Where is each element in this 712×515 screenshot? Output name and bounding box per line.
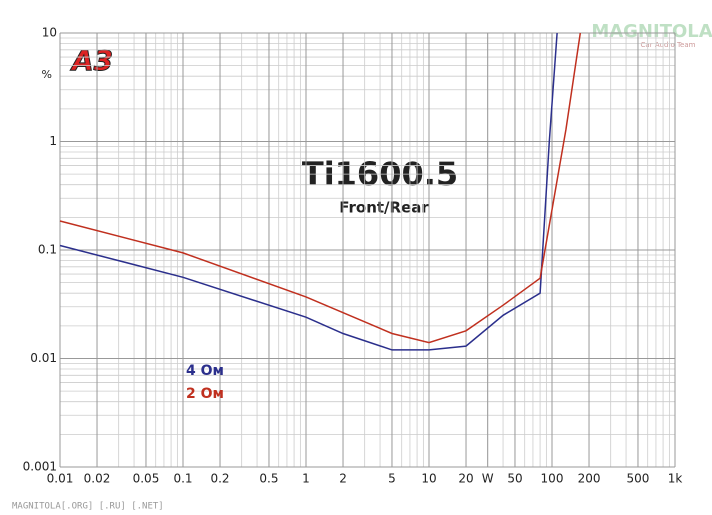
x-tick-label: 0.05 [133,472,160,486]
x-tick-label: 20 [458,472,473,486]
lines [59,32,582,351]
x-tick-label: 2 [339,472,347,486]
x-tick-label: 10 [421,472,436,486]
x-tick-label: 100 [541,472,564,486]
x-tick-label: 0.02 [84,472,111,486]
y-tick-label: 1 [49,134,57,148]
x-tick-label: W [482,472,494,486]
legend-label: 4 Ом [186,363,224,379]
y-tick-label: 0.01 [30,351,57,365]
x-tick-label: 0.1 [173,472,192,486]
data-line [59,32,558,351]
data-line [59,32,582,344]
x-tick-label: 1k [668,472,683,486]
y-tick-label: 0.1 [38,243,57,257]
chart-subtitle: Front/Rear [339,199,429,217]
footer: MAGNITOLA[.ORG] [.RU] [.NET] [12,502,164,512]
x-tick-label: 50 [507,472,522,486]
x-tick-label: 0.01 [47,472,74,486]
x-tick-label: 500 [627,472,650,486]
watermark: MAGNITOLA [591,21,712,42]
y-tick-label: 0.001 [23,460,57,474]
x-tick-label: 1 [302,472,310,486]
watermark-subtitle: Car Audio Team [641,41,696,49]
y-tick-label: 10 [42,26,57,40]
y-axis-label: % [42,68,52,81]
x-tick-label: 0.5 [259,472,278,486]
legend-label: 2 Ом [186,386,224,402]
logo: A3 [70,44,113,77]
x-tick-label: 0.2 [210,472,229,486]
x-tick-label: 200 [578,472,601,486]
x-tick-label: 5 [388,472,396,486]
